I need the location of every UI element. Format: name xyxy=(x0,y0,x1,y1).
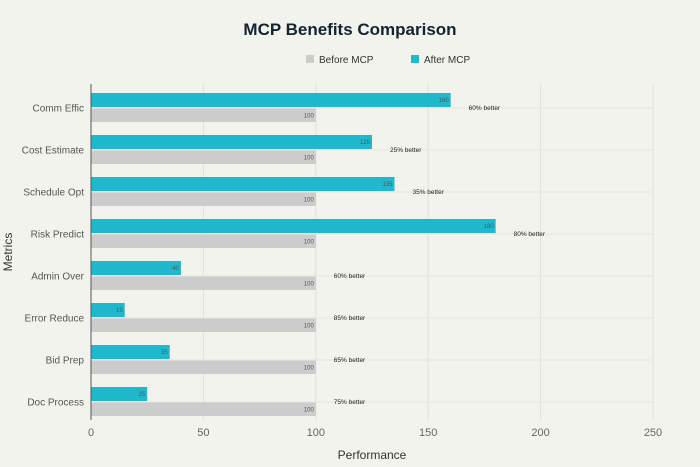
annotation-improvement: 85% better xyxy=(334,315,366,322)
legend: Before MCP After MCP xyxy=(306,55,470,66)
bars: 160 100 60% better 125 100 25% better 135 100 35… xyxy=(91,93,546,416)
bar-after-mcp xyxy=(91,219,496,233)
data-label-after: 35 xyxy=(161,350,168,356)
data-label-before: 100 xyxy=(304,324,315,330)
category-label: Bid Prep xyxy=(46,356,85,367)
bar-before-mcp xyxy=(91,360,316,374)
bar-after-mcp xyxy=(91,261,181,275)
bar-after-mcp xyxy=(91,93,451,107)
legend-label-after: After MCP xyxy=(424,55,470,66)
data-label-after: 40 xyxy=(172,266,179,272)
x-tick-label: 150 xyxy=(419,427,437,439)
x-tick-label: 100 xyxy=(307,427,325,439)
annotation-improvement: 65% better xyxy=(334,357,366,364)
chart-title: MCP Benefits Comparison xyxy=(243,20,456,39)
data-label-before: 100 xyxy=(304,408,315,414)
bar-before-mcp xyxy=(91,318,316,332)
legend-swatch-before xyxy=(306,55,314,63)
bar-before-mcp xyxy=(91,192,316,206)
legend-swatch-after xyxy=(411,55,419,63)
x-tick-label: 200 xyxy=(531,427,549,439)
bar-before-mcp xyxy=(91,108,316,122)
bar-after-mcp xyxy=(91,177,395,191)
category-label: Doc Process xyxy=(27,398,84,409)
annotation-improvement: 60% better xyxy=(469,105,501,112)
data-label-after: 135 xyxy=(382,182,393,188)
annotation-improvement: 25% better xyxy=(390,147,422,154)
x-tick-label: 250 xyxy=(644,427,662,439)
category-label: Schedule Opt xyxy=(23,188,84,199)
data-label-after: 180 xyxy=(484,224,495,230)
x-tick-label: 50 xyxy=(197,427,209,439)
bar-before-mcp xyxy=(91,234,316,248)
bar-after-mcp xyxy=(91,387,148,401)
category-label: Error Reduce xyxy=(25,314,85,325)
data-label-before: 100 xyxy=(304,240,315,246)
data-label-after: 125 xyxy=(360,140,371,146)
data-label-after: 160 xyxy=(439,98,450,104)
data-label-before: 100 xyxy=(304,114,315,120)
x-axis-title: Performance xyxy=(338,448,407,462)
x-tick-label: 0 xyxy=(88,427,94,439)
category-label: Admin Over xyxy=(31,272,84,283)
bar-before-mcp xyxy=(91,150,316,164)
data-label-after: 25 xyxy=(139,392,146,398)
category-label: Risk Predict xyxy=(31,230,85,241)
category-label: Comm Effic xyxy=(33,104,85,115)
annotation-improvement: 60% better xyxy=(334,273,366,280)
data-label-before: 100 xyxy=(304,198,315,204)
bar-after-mcp xyxy=(91,303,125,317)
legend-label-before: Before MCP xyxy=(319,55,374,66)
annotation-improvement: 75% better xyxy=(334,399,366,406)
category-label: Cost Estimate xyxy=(22,146,85,157)
bar-before-mcp xyxy=(91,276,316,290)
bar-after-mcp xyxy=(91,345,170,359)
bar-after-mcp xyxy=(91,135,372,149)
annotation-improvement: 80% better xyxy=(514,231,546,238)
data-label-before: 100 xyxy=(304,282,315,288)
gridlines xyxy=(91,84,654,420)
data-label-before: 100 xyxy=(304,156,315,162)
y-axis-title: Metrics xyxy=(1,233,15,272)
data-label-after: 15 xyxy=(116,308,123,314)
data-label-before: 100 xyxy=(304,366,315,372)
annotation-improvement: 35% better xyxy=(412,189,444,196)
bar-before-mcp xyxy=(91,402,316,416)
